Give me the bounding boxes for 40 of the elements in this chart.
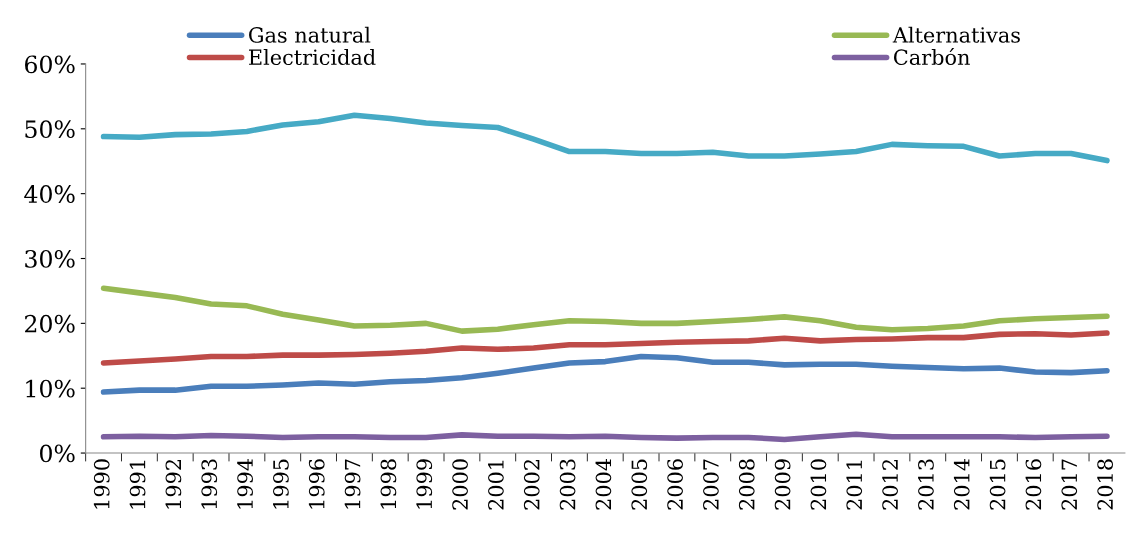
legend-label: Electricidad bbox=[249, 48, 376, 66]
x-tick-label: 2013 bbox=[918, 459, 934, 510]
legend-label: Alternativas bbox=[892, 26, 1020, 43]
x-tick-label: 2017 bbox=[1061, 459, 1078, 510]
x-tick-label: 2000 bbox=[452, 459, 468, 510]
y-tick-label: 40% bbox=[24, 185, 75, 203]
x-tick-label: 2016 bbox=[1025, 459, 1042, 510]
x-tick-label: 1996 bbox=[308, 459, 325, 509]
x-tick-label: 1994 bbox=[237, 458, 253, 509]
x-tick-label: 1997 bbox=[344, 459, 361, 509]
y-tick-label: 50% bbox=[25, 120, 75, 139]
x-tick-label: 1998 bbox=[380, 459, 397, 509]
y-tick-label: 10% bbox=[26, 379, 75, 398]
x-tick-label: 1999 bbox=[416, 459, 433, 509]
legend-label: Carbón bbox=[894, 48, 970, 66]
x-tick-label: 1991 bbox=[129, 460, 146, 509]
x-tick-label: 2005 bbox=[631, 459, 648, 510]
x-tick-label: 2015 bbox=[989, 459, 1006, 510]
x-tick-label: 2007 bbox=[703, 459, 719, 510]
y-tick-label: 30% bbox=[25, 249, 75, 268]
x-tick-label: 1990 bbox=[93, 459, 110, 509]
x-tick-label: 1993 bbox=[201, 459, 218, 509]
x-tick-label: 2001 bbox=[488, 460, 504, 510]
x-tick-label: 1995 bbox=[273, 459, 289, 509]
x-tick-label: 2008 bbox=[738, 459, 755, 510]
x-tick-label: 2018 bbox=[1097, 459, 1113, 510]
y-tick-label: 60% bbox=[25, 55, 75, 74]
y-tick-label: 20% bbox=[25, 314, 75, 333]
y-tick-label: 0% bbox=[40, 444, 75, 463]
x-tick-label: 2002 bbox=[523, 459, 540, 510]
x-tick-label: 2010 bbox=[810, 459, 827, 510]
x-tick-label: 2011 bbox=[846, 460, 863, 510]
x-tick-label: 2009 bbox=[774, 459, 791, 510]
x-tick-label: 2004 bbox=[595, 458, 612, 510]
x-tick-label: 2012 bbox=[882, 459, 898, 510]
x-tick-label: 2003 bbox=[559, 459, 576, 510]
x-tick-label: 2006 bbox=[667, 459, 683, 510]
x-tick-label: 1992 bbox=[165, 459, 182, 509]
x-tick-label: 2014 bbox=[953, 458, 970, 510]
legend-label: Gas natural bbox=[249, 26, 371, 43]
